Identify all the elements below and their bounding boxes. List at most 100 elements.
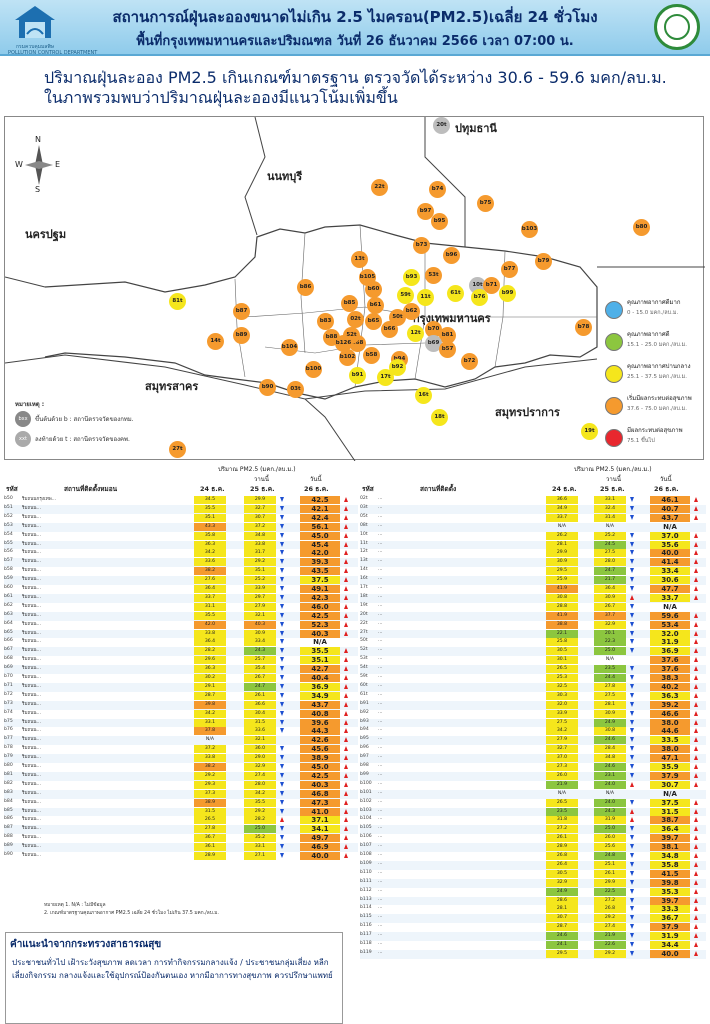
table-left: ปริมาณ PM2.5 (มคก./ลบ.ม.) วานนี้ วันนี้ … bbox=[4, 464, 358, 904]
table-row: b104... 31.8 31.9 38.7 bbox=[360, 816, 706, 825]
table-row: b108... 26.8 24.8 34.8 bbox=[360, 852, 706, 861]
trend-up-icon bbox=[694, 915, 698, 921]
trend-up-icon bbox=[694, 683, 698, 689]
station-code: b98 bbox=[360, 763, 369, 768]
pm25-value-d25: 24.4 bbox=[594, 674, 626, 682]
table-row: b116... 28.7 27.4 37.9 bbox=[360, 923, 706, 932]
station-marker: b89 bbox=[233, 327, 250, 344]
station-name: ริมถนน... bbox=[22, 541, 41, 547]
table-row: 60t... 32.5 27.8 40.2 bbox=[360, 682, 706, 692]
legend-range: 15.1 - 25.0 มคก./ลบ.ม. bbox=[627, 342, 687, 348]
station-marker: b75 bbox=[477, 195, 494, 212]
pm25-value-d24: 28.8 bbox=[546, 602, 578, 611]
trend-down-icon bbox=[280, 550, 284, 556]
pm25-value-d25: 26.7 bbox=[244, 674, 276, 682]
legend-label: คุณภาพอากาศดีมาก bbox=[627, 299, 681, 306]
pm25-value-d26: 59.6 bbox=[650, 611, 690, 620]
station-marker: b61 bbox=[367, 297, 384, 314]
pm25-value-d25: 32.1 bbox=[244, 611, 276, 620]
station-code: b61 bbox=[4, 593, 13, 599]
station-code: b81 bbox=[4, 771, 13, 777]
trend-up-icon bbox=[694, 728, 698, 734]
pm25-value-d26: 37.5 bbox=[300, 576, 340, 585]
pm25-value-d24: 33.8 bbox=[194, 629, 226, 638]
pm25-value-d26: 43.7 bbox=[650, 513, 690, 522]
station-code: b69 bbox=[4, 665, 13, 671]
pm25-value-d25: 24.0 bbox=[594, 780, 626, 789]
table-row: b105... 27.2 25.0 36.4 bbox=[360, 825, 706, 835]
trend-up-icon bbox=[694, 621, 698, 627]
trend-up-icon bbox=[344, 648, 348, 654]
station-code: b56 bbox=[4, 549, 13, 555]
quantity-header-right: ปริมาณ PM2.5 (มคก./ลบ.ม.) bbox=[574, 466, 652, 473]
pm25-value-d24: 21.9 bbox=[546, 780, 578, 789]
pm25-value-d25: 26.1 bbox=[594, 869, 626, 878]
pm25-value-d24: 26.1 bbox=[546, 834, 578, 843]
trend-down-icon bbox=[280, 701, 284, 707]
pm25-value-d25: 26.7 bbox=[594, 602, 626, 611]
trend-down-icon bbox=[630, 514, 634, 520]
pm25-value-d24: 30.1 bbox=[546, 656, 578, 665]
trend-up-icon bbox=[694, 764, 698, 769]
table-row: b85 ริมถนน... 31.5 29.2 41.0 bbox=[4, 807, 358, 817]
trend-up-icon bbox=[694, 870, 698, 876]
pm25-value-d26: 34.1 bbox=[300, 825, 340, 834]
station-code: b77 bbox=[4, 736, 13, 742]
table-row: 59t... 25.3 24.4 38.3 bbox=[360, 674, 706, 683]
station-code: b58 bbox=[4, 567, 13, 573]
station-marker: b83 bbox=[317, 313, 334, 330]
station-name: ริมถนน... bbox=[22, 683, 41, 689]
trend-down-icon bbox=[630, 764, 634, 769]
trend-up-icon bbox=[344, 790, 348, 796]
pm25-value-d25: 31.5 bbox=[244, 718, 276, 727]
pm25-value-d25: 32.9 bbox=[244, 763, 276, 771]
station-name: ... bbox=[378, 522, 383, 528]
trend-up-icon bbox=[344, 746, 348, 752]
table-row: b117... 24.6 21.9 31.9 bbox=[360, 932, 706, 941]
pm25-value-d24: 36.6 bbox=[546, 496, 578, 504]
station-code: b84 bbox=[4, 798, 13, 804]
table-row: b84 ริมถนน... 38.9 35.5 47.3 bbox=[4, 798, 358, 808]
station-code: b85 bbox=[4, 807, 13, 813]
pm25-value-d26: N/A bbox=[313, 638, 327, 647]
station-code: 19t bbox=[360, 602, 368, 608]
pm25-value-d24: 28.7 bbox=[546, 923, 578, 932]
table-row: 22t... 38.8 32.9 53.4 bbox=[360, 620, 706, 630]
station-name: ... bbox=[378, 656, 383, 662]
trend-up-icon bbox=[694, 755, 698, 761]
station-code: b86 bbox=[4, 816, 13, 822]
pm25-value-d24: 28.9 bbox=[546, 843, 578, 852]
station-code: b111 bbox=[360, 878, 372, 884]
station-marker: b126 bbox=[335, 335, 352, 352]
trend-down-icon bbox=[630, 906, 634, 912]
pm25-value-d26: 56.1 bbox=[300, 522, 340, 531]
station-name: ริมถนน... bbox=[22, 523, 41, 529]
station-name: ... bbox=[378, 709, 383, 715]
pm25-value-d24: 29.2 bbox=[194, 771, 226, 780]
trend-down-icon bbox=[280, 586, 284, 591]
station-map: N S W E ปทุมธานี นนทบุรี นครปฐม กรุงเทพมหาน… bbox=[4, 116, 705, 461]
pm25-value-d24: 25.9 bbox=[546, 576, 578, 585]
trend-up-icon bbox=[280, 817, 284, 823]
pm25-value-d25: 24.7 bbox=[244, 682, 276, 691]
table-row: 14t... 29.5 24.7 33.4 bbox=[360, 567, 706, 576]
station-name: ... bbox=[378, 949, 383, 955]
trend-up-icon bbox=[344, 568, 348, 574]
pm25-value-d25: 30.7 bbox=[244, 513, 276, 522]
pm25-value-d25: 29.2 bbox=[594, 914, 626, 923]
trend-down-icon bbox=[280, 657, 284, 663]
trend-up-icon bbox=[344, 594, 348, 600]
station-name: ริมถนน... bbox=[22, 817, 41, 823]
pcd-logo-text: กรมควบคุมมลพิษ bbox=[16, 44, 54, 50]
pm25-value-d26: 31.5 bbox=[650, 807, 690, 816]
pm25-value-d24: 43.3 bbox=[194, 522, 226, 531]
station-name: ริมถนน... bbox=[22, 772, 41, 778]
station-code: b108 bbox=[360, 852, 372, 857]
table-row: b62 ริมถนน... 31.1 27.9 46.0 bbox=[4, 602, 358, 612]
trend-up-icon bbox=[630, 817, 634, 823]
trend-up-icon bbox=[344, 514, 348, 520]
province-label: นครปฐม bbox=[25, 228, 67, 241]
pm25-value-d25: 28.2 bbox=[244, 816, 276, 825]
trend-up-icon bbox=[694, 942, 698, 947]
trend-down-icon bbox=[280, 719, 284, 725]
